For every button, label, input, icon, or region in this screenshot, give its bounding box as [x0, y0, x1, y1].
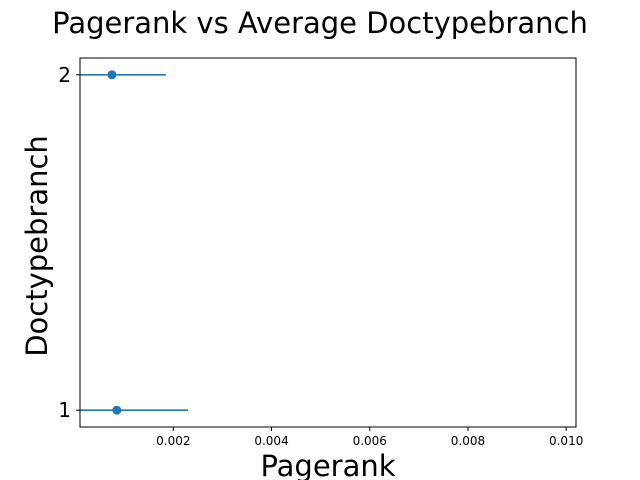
y-tick-label: 2: [58, 63, 71, 87]
data-point-2: [107, 70, 117, 80]
x-tick-label: 0.008: [451, 434, 485, 448]
x-tick-label: 0.010: [549, 434, 583, 448]
x-tick-label: 0.004: [254, 434, 288, 448]
x-tick-label: 0.006: [353, 434, 387, 448]
x-axis-label: Pagerank: [260, 449, 395, 480]
data-point-1: [112, 405, 122, 415]
x-axis-ticks: 0.002 0.004 0.006 0.008 0.010: [156, 427, 583, 448]
y-axis-label: Doctypebranch: [20, 135, 54, 357]
plot-area: [80, 70, 189, 415]
y-tick-label: 1: [58, 398, 71, 422]
y-axis-ticks: 12: [58, 63, 80, 422]
chart-title: Pagerank vs Average Doctypebranch: [52, 6, 588, 40]
axes-frame: [79, 57, 577, 428]
x-tick-label: 0.002: [156, 434, 190, 448]
